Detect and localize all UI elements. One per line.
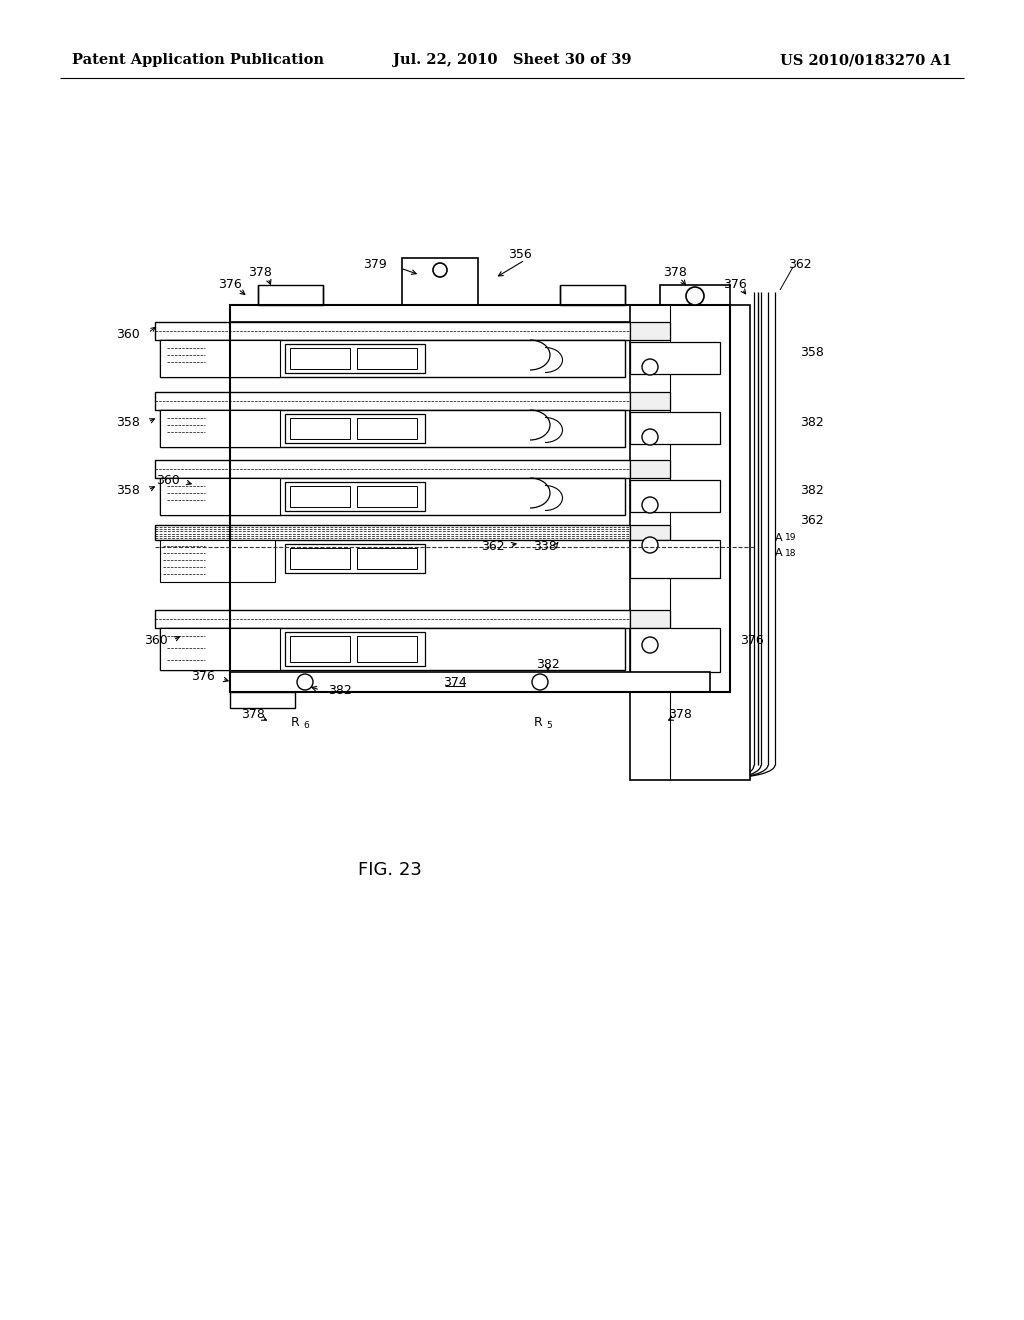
Circle shape bbox=[532, 675, 548, 690]
Text: Jul. 22, 2010   Sheet 30 of 39: Jul. 22, 2010 Sheet 30 of 39 bbox=[393, 53, 631, 67]
Circle shape bbox=[642, 429, 658, 445]
Text: 19: 19 bbox=[785, 533, 797, 543]
Text: 376: 376 bbox=[723, 279, 746, 292]
Circle shape bbox=[642, 537, 658, 553]
Text: 376: 376 bbox=[218, 279, 242, 292]
Circle shape bbox=[297, 675, 313, 690]
Bar bbox=[285, 414, 425, 444]
Bar bbox=[285, 482, 425, 511]
Bar bbox=[290, 548, 350, 569]
Text: 362: 362 bbox=[788, 259, 812, 272]
Bar bbox=[630, 525, 670, 540]
Text: 356: 356 bbox=[508, 248, 531, 261]
Bar bbox=[290, 418, 350, 440]
Bar bbox=[160, 540, 275, 582]
Text: 360: 360 bbox=[144, 634, 168, 647]
Bar bbox=[155, 322, 630, 341]
Text: 360: 360 bbox=[157, 474, 180, 487]
Text: 6: 6 bbox=[303, 721, 309, 730]
Text: US 2010/0183270 A1: US 2010/0183270 A1 bbox=[780, 53, 952, 67]
Text: 358: 358 bbox=[116, 416, 140, 429]
Bar bbox=[230, 305, 730, 692]
Text: 378: 378 bbox=[241, 709, 265, 722]
Bar bbox=[160, 478, 625, 515]
Text: A: A bbox=[775, 548, 782, 558]
Bar bbox=[160, 478, 280, 515]
Bar bbox=[630, 342, 720, 374]
Bar bbox=[285, 544, 425, 573]
Bar bbox=[630, 392, 670, 411]
Bar bbox=[357, 636, 417, 663]
Text: 382: 382 bbox=[328, 684, 352, 697]
Bar bbox=[230, 672, 710, 692]
Bar bbox=[357, 486, 417, 507]
Bar bbox=[160, 411, 625, 447]
Bar bbox=[630, 540, 720, 578]
Text: 382: 382 bbox=[800, 483, 823, 496]
Text: R: R bbox=[291, 715, 299, 729]
Bar bbox=[402, 257, 478, 305]
Bar bbox=[230, 692, 295, 708]
Text: 378: 378 bbox=[664, 265, 687, 279]
Bar bbox=[630, 480, 720, 512]
Circle shape bbox=[686, 286, 705, 305]
Bar bbox=[160, 628, 280, 671]
Text: 378: 378 bbox=[248, 265, 272, 279]
Text: 338: 338 bbox=[534, 540, 557, 553]
Bar bbox=[357, 548, 417, 569]
Bar bbox=[630, 610, 670, 628]
Circle shape bbox=[642, 359, 658, 375]
Bar bbox=[285, 632, 425, 667]
Bar bbox=[230, 305, 730, 322]
Bar bbox=[285, 345, 425, 374]
Text: 374: 374 bbox=[443, 676, 467, 689]
Text: 362: 362 bbox=[481, 540, 505, 553]
Bar bbox=[155, 525, 630, 540]
Bar bbox=[155, 610, 630, 628]
Bar bbox=[290, 348, 350, 370]
Circle shape bbox=[642, 498, 658, 513]
Text: Patent Application Publication: Patent Application Publication bbox=[72, 53, 324, 67]
Bar bbox=[630, 305, 750, 780]
Bar bbox=[290, 486, 350, 507]
Text: A: A bbox=[775, 533, 782, 543]
Circle shape bbox=[433, 263, 447, 277]
Bar bbox=[660, 285, 730, 322]
Bar bbox=[155, 459, 630, 478]
Text: 358: 358 bbox=[800, 346, 824, 359]
Text: 382: 382 bbox=[537, 657, 560, 671]
Text: 18: 18 bbox=[785, 549, 797, 557]
Bar bbox=[357, 418, 417, 440]
Bar bbox=[160, 628, 625, 671]
Bar bbox=[160, 411, 280, 447]
Bar bbox=[160, 341, 625, 378]
Bar bbox=[155, 392, 630, 411]
Text: 362: 362 bbox=[800, 513, 823, 527]
Text: 376: 376 bbox=[191, 671, 215, 684]
Bar bbox=[160, 341, 280, 378]
Bar bbox=[630, 412, 720, 444]
Bar bbox=[630, 322, 670, 341]
Bar bbox=[258, 285, 323, 305]
Text: 378: 378 bbox=[668, 709, 692, 722]
Bar bbox=[357, 348, 417, 370]
Bar bbox=[630, 459, 670, 478]
Bar bbox=[630, 628, 720, 672]
Text: 382: 382 bbox=[800, 416, 823, 429]
Text: R: R bbox=[534, 715, 543, 729]
Text: 376: 376 bbox=[740, 634, 764, 647]
Text: 379: 379 bbox=[364, 259, 387, 272]
Text: FIG. 23: FIG. 23 bbox=[358, 861, 422, 879]
Text: 360: 360 bbox=[117, 329, 140, 342]
Bar bbox=[290, 636, 350, 663]
Text: 5: 5 bbox=[546, 721, 552, 730]
Circle shape bbox=[642, 638, 658, 653]
Text: 358: 358 bbox=[116, 483, 140, 496]
Bar bbox=[560, 285, 625, 305]
